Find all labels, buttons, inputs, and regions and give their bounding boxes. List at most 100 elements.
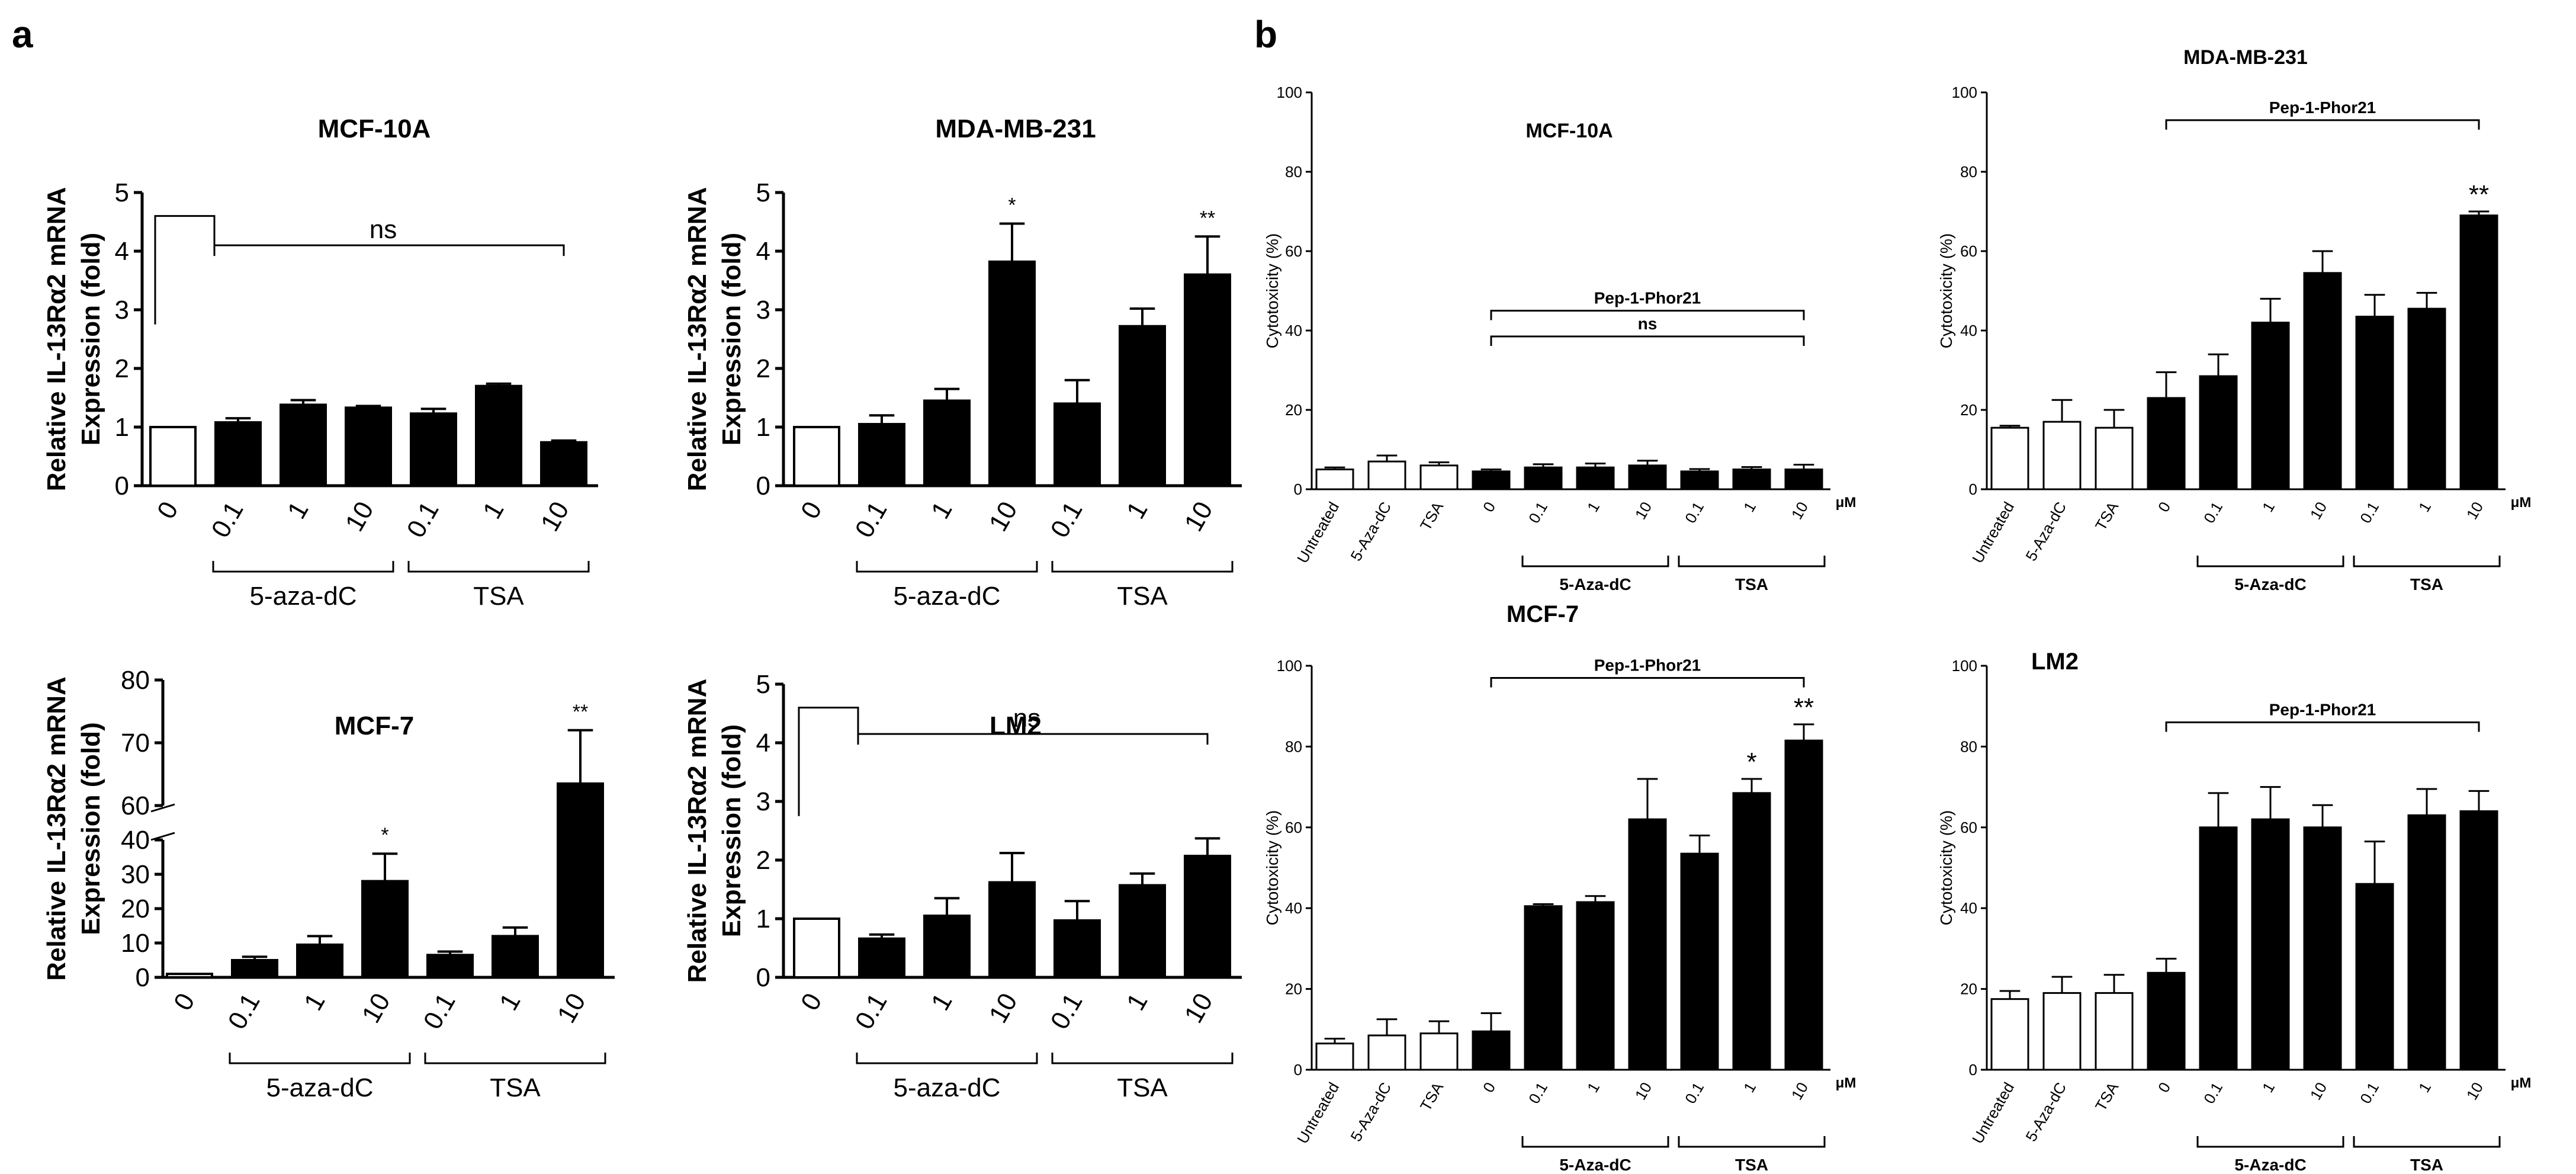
x-tick-label: 0.1 bbox=[2356, 499, 2382, 526]
bar bbox=[858, 937, 905, 979]
x-tick-label: 10 bbox=[1179, 989, 1219, 1028]
x-tick-label: 1 bbox=[2415, 499, 2434, 515]
bar bbox=[2199, 375, 2238, 490]
comparison-label: ns bbox=[1013, 704, 1040, 733]
x-tick-label: Untreated bbox=[1293, 1079, 1342, 1147]
bar bbox=[2042, 421, 2082, 490]
bar bbox=[149, 426, 197, 487]
bar bbox=[1732, 469, 1771, 490]
treatment-bracket-label: ns bbox=[1638, 315, 1658, 333]
x-tick-label: 0.1 bbox=[418, 989, 461, 1034]
x-tick-label: 10 bbox=[356, 989, 396, 1028]
chart-title: LM2 bbox=[2031, 649, 2079, 675]
bar bbox=[2407, 814, 2446, 1071]
bar bbox=[1119, 884, 1166, 979]
bar bbox=[1680, 852, 1719, 1071]
group-bracket bbox=[1521, 556, 1669, 567]
y-tick-label: 2 bbox=[115, 354, 129, 383]
bar bbox=[345, 406, 392, 487]
y-tick-label: 60 bbox=[1960, 242, 1977, 260]
y-tick-label: 10 bbox=[121, 929, 150, 958]
y-tick-label: 20 bbox=[1285, 401, 1302, 419]
y-tick-label: 0 bbox=[756, 963, 770, 992]
significance-marker: ** bbox=[1200, 207, 1215, 229]
x-tick-label: 10 bbox=[1631, 1079, 1655, 1103]
group-label: 5-aza-dC bbox=[266, 1073, 374, 1102]
group-label: TSA bbox=[1117, 1073, 1168, 1102]
bar bbox=[988, 260, 1036, 487]
y-tick-label: 20 bbox=[1960, 980, 1977, 998]
group-bracket bbox=[2353, 556, 2501, 567]
bar bbox=[1053, 919, 1101, 979]
y-tick-label: 4 bbox=[756, 729, 770, 758]
x-tick-label: 10 bbox=[552, 989, 592, 1028]
group-bracket bbox=[1051, 561, 1234, 573]
x-tick-label: 1 bbox=[1583, 499, 1603, 515]
bar bbox=[280, 403, 327, 487]
x-tick-label: 10 bbox=[340, 497, 380, 537]
treatment-bracket-label: Pep-1-Phor21 bbox=[1594, 656, 1701, 674]
y-tick-label: 3 bbox=[115, 296, 129, 325]
bar bbox=[2042, 992, 2082, 1071]
bar bbox=[1628, 818, 1667, 1071]
group-bracket bbox=[1521, 1136, 1669, 1148]
y-tick-label: 20 bbox=[1960, 401, 1977, 419]
comparison-bracket-control bbox=[154, 215, 216, 325]
bar bbox=[1524, 466, 1563, 490]
x-tick-label: 10 bbox=[984, 989, 1023, 1028]
bar bbox=[793, 918, 840, 979]
treatment-bracket bbox=[1490, 310, 1805, 320]
y-tick-label: 80 bbox=[1960, 163, 1977, 181]
bar bbox=[1784, 739, 1823, 1071]
y-axis-label: Cytotoxicity (%) bbox=[1263, 233, 1281, 348]
group-label: 5-aza-dC bbox=[894, 582, 1001, 611]
group-bracket bbox=[229, 1053, 411, 1064]
x-tick-label: 1 bbox=[2415, 1079, 2434, 1096]
group-bracket bbox=[856, 1053, 1038, 1064]
bar bbox=[361, 880, 409, 979]
x-tick-label: 0 bbox=[168, 989, 201, 1016]
x-tick-label: TSA bbox=[1417, 498, 1447, 533]
y-tick-label: 80 bbox=[1285, 737, 1302, 755]
group-label: 5-Aza-dC bbox=[2234, 1156, 2306, 1174]
x-tick-label: 0.1 bbox=[850, 989, 893, 1034]
y-axis-label: Relative IL-13Rα2 mRNA bbox=[683, 679, 712, 983]
y-tick-label: 100 bbox=[1952, 657, 1977, 675]
bar bbox=[2251, 818, 2290, 1071]
y-tick-label: 0 bbox=[1294, 480, 1302, 498]
group-label: TSA bbox=[1735, 1156, 1768, 1174]
bar bbox=[1367, 460, 1406, 490]
y-tick-label: 60 bbox=[1285, 242, 1302, 260]
bar bbox=[1315, 469, 1354, 490]
x-tick-label: Untreated bbox=[1968, 1079, 2018, 1147]
bar bbox=[1367, 1034, 1406, 1071]
x-tick-label: 0.1 bbox=[2200, 499, 2226, 526]
x-tick-label: 1 bbox=[1121, 989, 1154, 1016]
comparison-bracket-treated bbox=[857, 733, 1209, 745]
y-tick-label: 20 bbox=[1285, 980, 1302, 998]
x-tick-label: 5-Aza-dC bbox=[1347, 499, 1395, 564]
x-tick-label: 0.1 bbox=[223, 989, 266, 1034]
y-tick-label: 100 bbox=[1277, 84, 1302, 101]
x-tick-label: 0.1 bbox=[1045, 989, 1088, 1034]
y-tick-label: 0 bbox=[1969, 1061, 1977, 1079]
x-tick-label: 0.1 bbox=[850, 497, 893, 543]
bar bbox=[1184, 855, 1231, 979]
x-tick-label: 1 bbox=[282, 497, 314, 524]
x-tick-label: 0.1 bbox=[402, 497, 445, 543]
bar bbox=[1628, 464, 1667, 490]
x-tick-label: 0.1 bbox=[2356, 1079, 2382, 1106]
bar bbox=[2407, 307, 2446, 490]
x-tick-label: 10 bbox=[984, 497, 1023, 537]
treatment-bracket bbox=[1490, 335, 1805, 347]
y-tick-label: 5 bbox=[756, 670, 770, 699]
group-label: TSA bbox=[2410, 575, 2443, 594]
y-tick-label: 4 bbox=[756, 237, 770, 266]
bar bbox=[492, 935, 539, 979]
bar bbox=[1576, 466, 1615, 490]
bar bbox=[1576, 901, 1615, 1071]
chart-title: MCF-7 bbox=[335, 711, 414, 740]
bar bbox=[2303, 826, 2342, 1071]
bar bbox=[2459, 214, 2498, 490]
treatment-bracket bbox=[1490, 676, 1805, 688]
